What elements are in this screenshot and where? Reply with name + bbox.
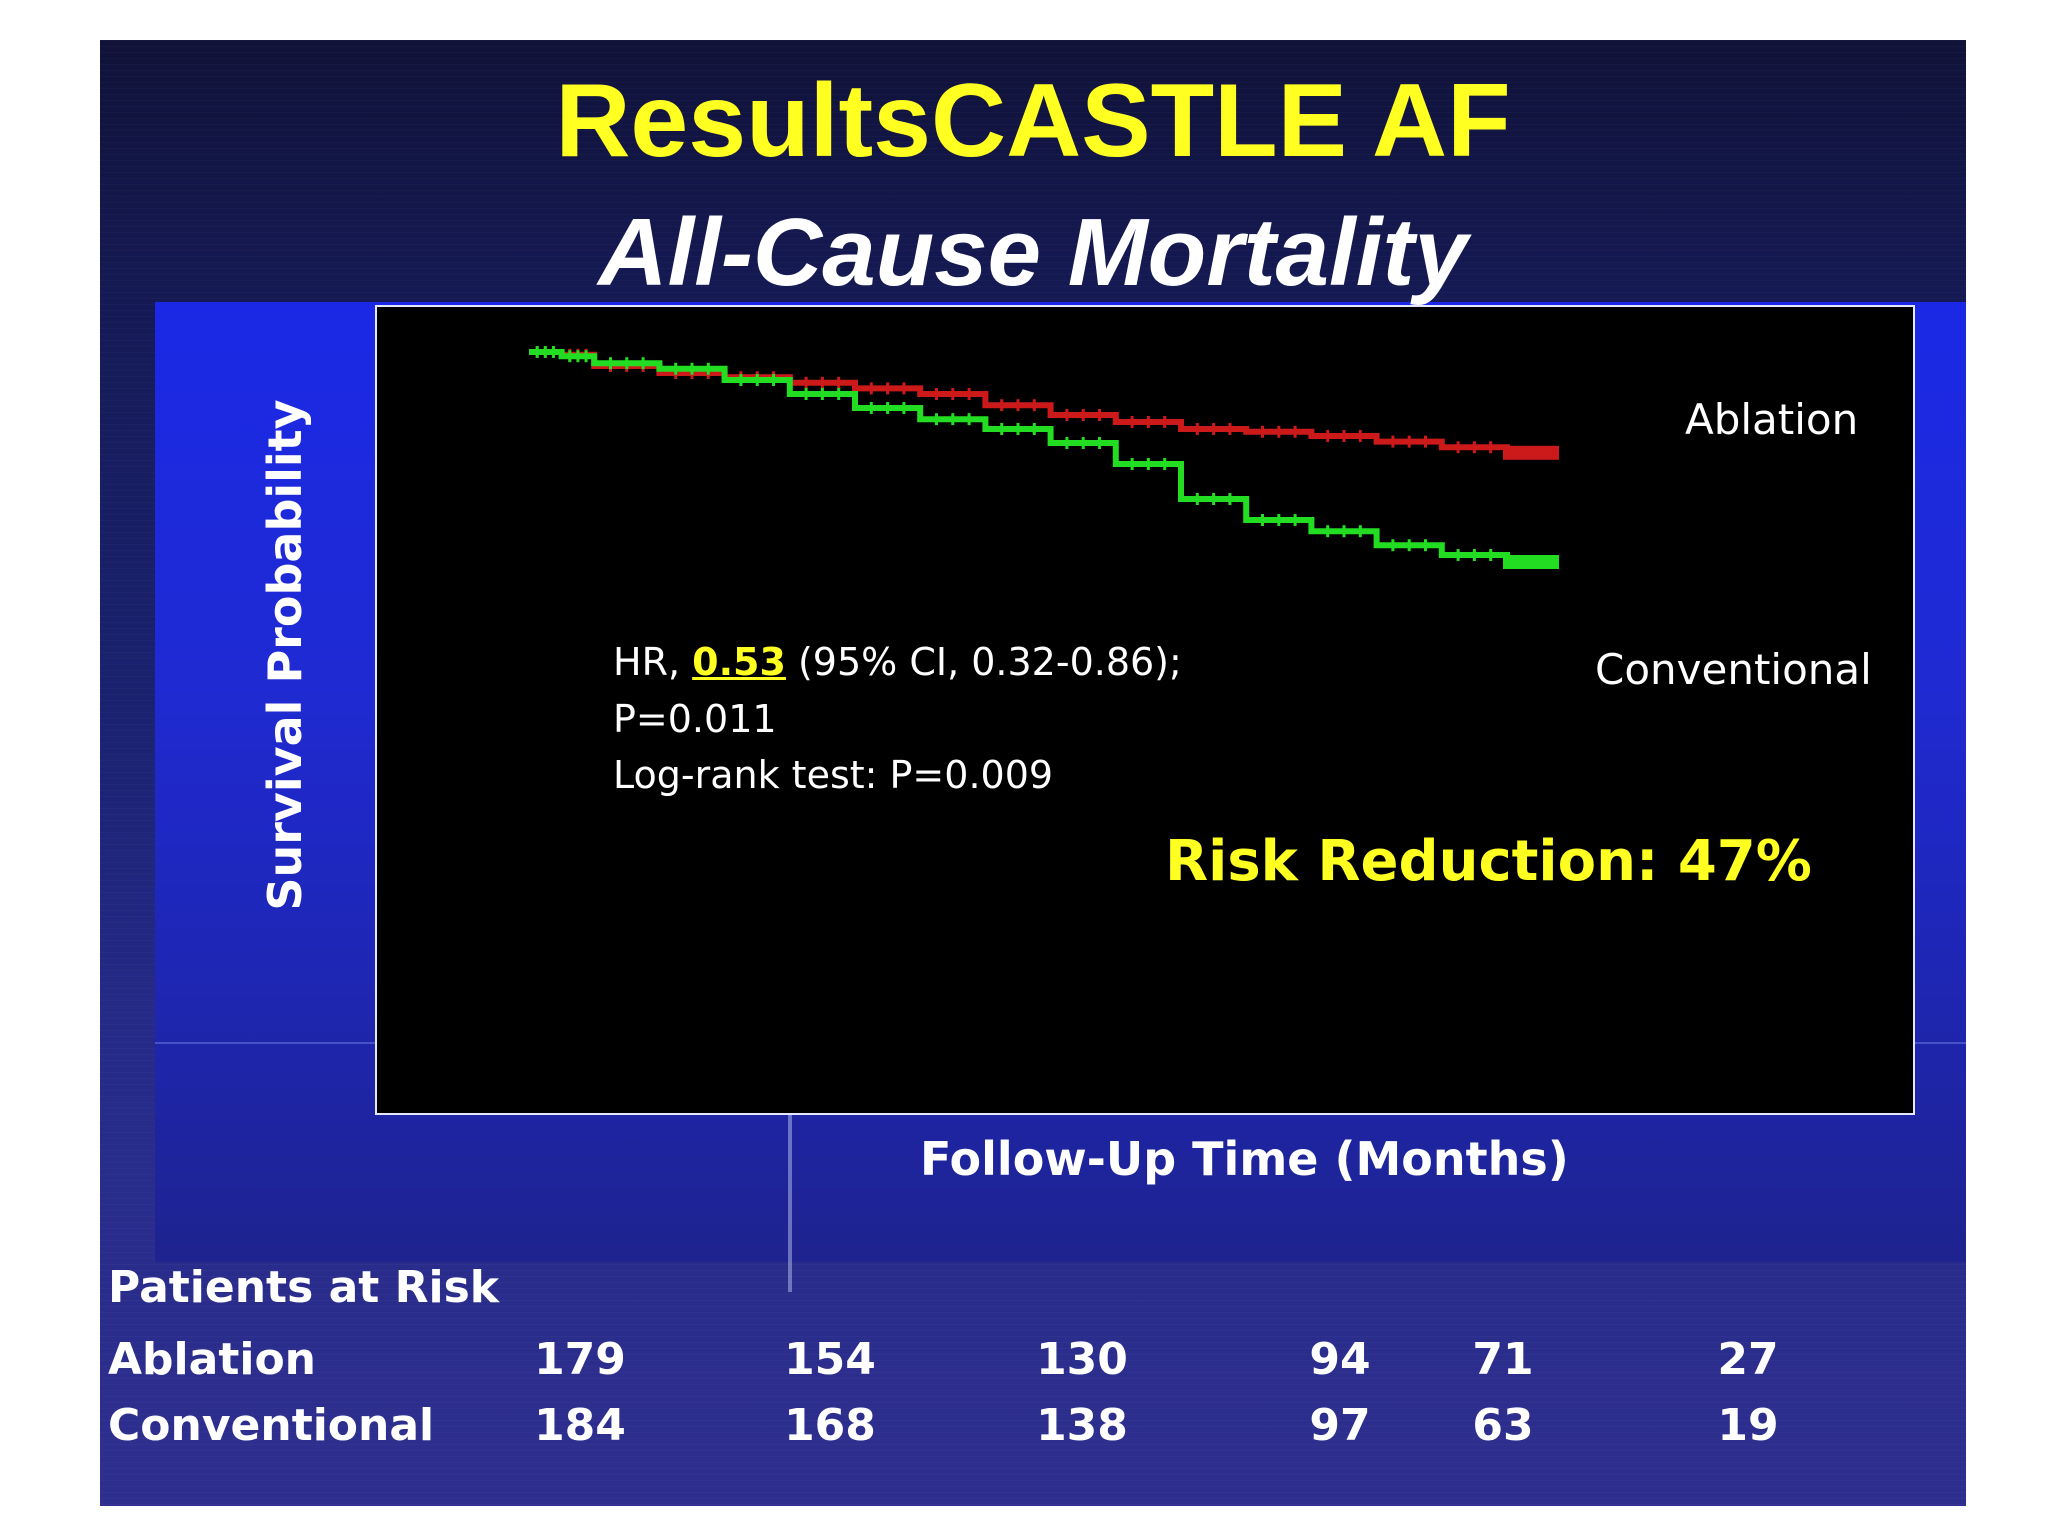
risk-cell: 154 bbox=[784, 1334, 876, 1385]
panel-divider-vertical bbox=[788, 1112, 792, 1292]
x-axis-label: Follow-Up Time (Months) bbox=[920, 1132, 1569, 1186]
hr-ci: (95% CI, 0.32-0.86); bbox=[785, 640, 1182, 684]
series-label-ablation: Ablation bbox=[1685, 395, 1859, 444]
risk-cell: 179 bbox=[534, 1334, 626, 1385]
risk-cell: 138 bbox=[1036, 1400, 1128, 1451]
risk-cell: 97 bbox=[1309, 1400, 1371, 1451]
risk-table-heading: Patients at Risk bbox=[108, 1262, 500, 1313]
slide-subtitle: All-Cause Mortality bbox=[598, 199, 1468, 306]
series-end-marker-ablation bbox=[1503, 445, 1559, 460]
risk-cell: 71 bbox=[1472, 1334, 1534, 1385]
hr-prefix: HR, bbox=[613, 640, 693, 684]
plot-area: Ablation Conventional HR, 0.53 (95% CI, … bbox=[375, 305, 1915, 1115]
logrank-text: Log-rank test: P=0.009 bbox=[613, 753, 1054, 797]
series-end-marker-conventional bbox=[1503, 555, 1559, 569]
series-label-conventional: Conventional bbox=[1595, 645, 1872, 694]
risk-cell: 94 bbox=[1309, 1334, 1371, 1385]
series-line-conventional bbox=[529, 349, 1510, 562]
risk-cell: 184 bbox=[534, 1400, 626, 1451]
slide-title: ResultsCASTLE AF bbox=[555, 63, 1511, 179]
risk-row-label-conventional: Conventional bbox=[108, 1400, 435, 1451]
risk-cell: 168 bbox=[784, 1400, 876, 1451]
risk-cell: 27 bbox=[1717, 1334, 1779, 1385]
y-axis-label: Survival Probability bbox=[258, 399, 312, 911]
hr-value: 0.53 bbox=[692, 640, 786, 684]
risk-row-label-ablation: Ablation bbox=[108, 1334, 316, 1385]
risk-cell: 130 bbox=[1036, 1334, 1128, 1385]
risk-cell: 19 bbox=[1717, 1400, 1779, 1451]
risk-cell: 63 bbox=[1472, 1400, 1534, 1451]
hazard-ratio-text: HR, 0.53 (95% CI, 0.32-0.86); bbox=[613, 640, 1182, 684]
p-value-text: P=0.011 bbox=[613, 697, 777, 741]
km-chart bbox=[529, 346, 1559, 569]
risk-reduction-text: Risk Reduction: 47% bbox=[1165, 829, 1812, 894]
